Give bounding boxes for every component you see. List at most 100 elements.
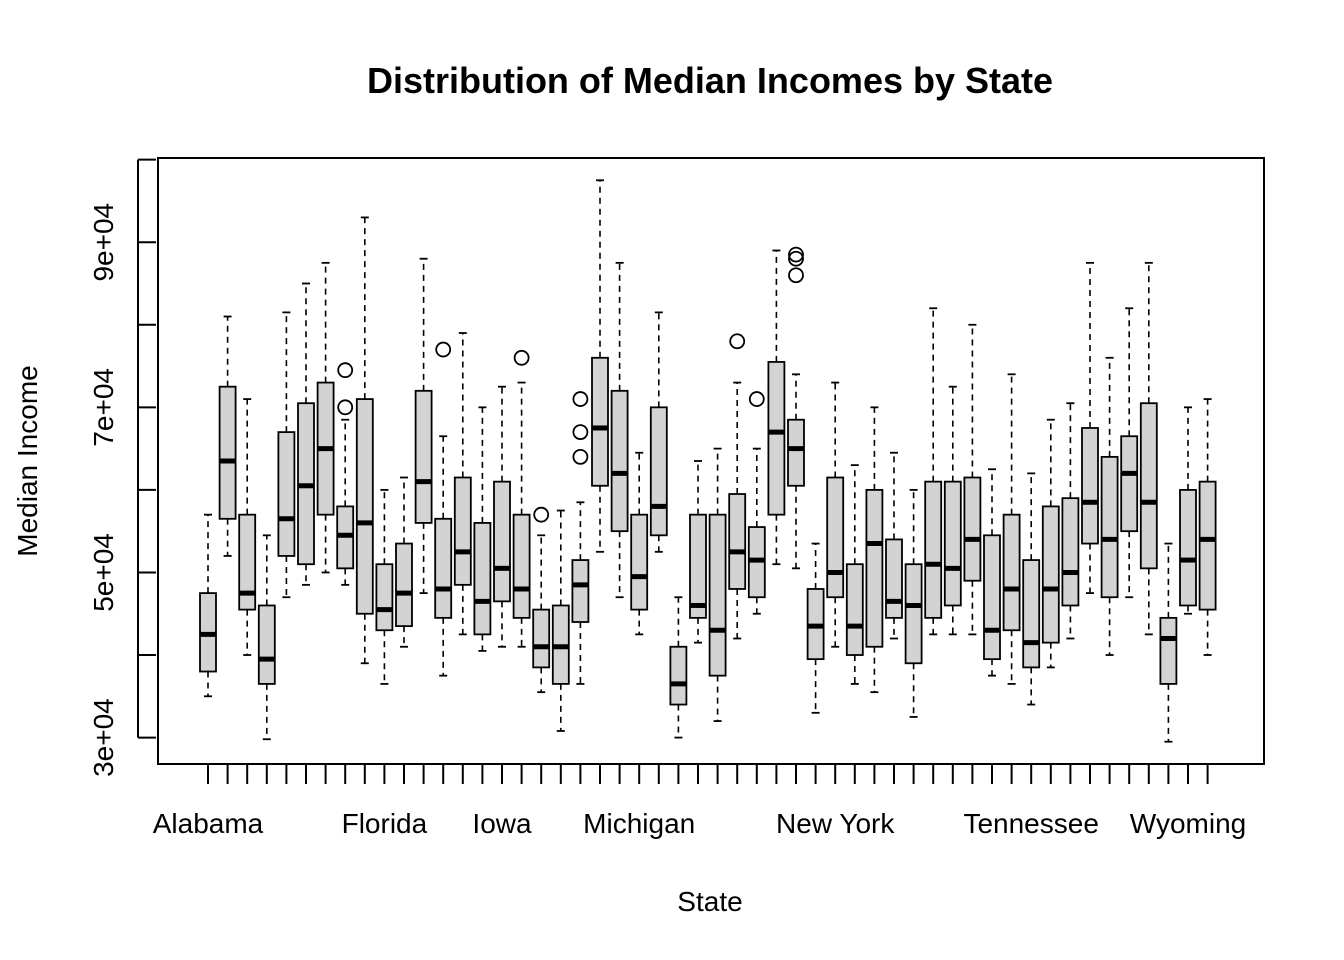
y-tick-label: 3e+04: [88, 698, 119, 777]
y-axis-title: Median Income: [12, 365, 43, 556]
box: [375, 488, 394, 685]
outlier-point: [572, 391, 589, 407]
box: [1100, 356, 1119, 656]
y-tick-label: 7e+04: [88, 368, 119, 447]
box-body: [1081, 427, 1099, 545]
box-body: [708, 513, 727, 677]
box: [591, 179, 609, 553]
box: [512, 349, 531, 648]
box-body: [218, 385, 237, 520]
outlier-point: [513, 349, 530, 366]
outlier-point: [572, 448, 589, 465]
box-body: [943, 480, 962, 607]
box: [316, 261, 335, 574]
box-body: [983, 534, 1001, 661]
box-body: [1100, 455, 1119, 599]
box-body: [395, 542, 413, 628]
box: [571, 391, 590, 685]
box-body: [257, 604, 276, 685]
outlier-point: [533, 506, 550, 523]
box-body: [591, 356, 609, 487]
box: [689, 460, 707, 644]
box-body: [630, 513, 649, 611]
y-tick-label: 5e+04: [88, 533, 119, 612]
box-body: [1022, 559, 1041, 669]
x-tick-label: Iowa: [472, 808, 532, 839]
x-tick-label: New York: [776, 808, 895, 839]
box-body: [669, 645, 688, 706]
box: [238, 398, 257, 656]
outlier-point: [788, 246, 804, 263]
box: [277, 311, 296, 599]
box: [708, 447, 727, 722]
box: [473, 406, 492, 652]
outlier-point: [572, 424, 589, 441]
box-body: [924, 480, 943, 619]
box: [414, 257, 433, 594]
box-body: [865, 488, 884, 648]
box-body: [473, 522, 492, 636]
box: [826, 381, 845, 648]
box-body: [277, 431, 296, 557]
box: [865, 406, 884, 694]
chart-title: Distribution of Median Incomes by State: [367, 60, 1053, 101]
box-body: [414, 389, 433, 524]
box: [395, 476, 413, 648]
box: [297, 282, 315, 586]
box: [1041, 418, 1060, 669]
box-body: [826, 476, 845, 599]
box: [1022, 472, 1041, 706]
box: [904, 488, 923, 718]
x-tick-label: Wyoming: [1130, 808, 1246, 839]
outlier-point: [337, 399, 354, 416]
box: [983, 468, 1001, 677]
box-body: [355, 398, 374, 615]
box-body: [512, 513, 531, 619]
box-body: [1002, 513, 1021, 632]
box-body: [767, 361, 786, 516]
box-body: [1061, 497, 1080, 607]
x-axis-title: State: [677, 886, 742, 917]
box-body: [453, 476, 472, 586]
box: [1179, 406, 1197, 615]
box-body: [1159, 616, 1178, 685]
box-body: [845, 563, 864, 656]
box-body: [728, 493, 747, 590]
box: [649, 311, 668, 553]
outlier-point: [748, 391, 765, 407]
outlier-point: [729, 333, 746, 350]
box-body: [963, 476, 982, 582]
box-body: [1120, 435, 1139, 533]
boxes-layer: [199, 179, 1217, 743]
x-tick-label: Florida: [342, 808, 428, 839]
outlier-point: [788, 267, 804, 284]
box-body: [238, 513, 257, 611]
box: [1081, 261, 1099, 594]
box: [1198, 398, 1217, 656]
box-body: [787, 418, 805, 487]
box-body: [885, 538, 903, 619]
box: [630, 451, 649, 636]
box: [610, 261, 629, 599]
box: [767, 249, 786, 566]
x-axis: Alabama Florida Iowa Michigan New York Tennes…: [153, 764, 1246, 839]
box-body: [493, 480, 511, 603]
box: [787, 246, 805, 570]
box: [551, 509, 570, 732]
box: [747, 391, 766, 615]
box: [885, 451, 903, 640]
plot-frame: [157, 157, 1265, 765]
outlier-point: [337, 362, 354, 379]
box: [336, 362, 355, 586]
box: [493, 385, 511, 648]
box: [218, 315, 237, 557]
box: [434, 341, 453, 677]
box-body: [1139, 402, 1158, 570]
box-body: [571, 559, 590, 623]
box: [199, 513, 217, 698]
box: [943, 385, 962, 636]
box: [1002, 373, 1021, 685]
outlier-point: [788, 250, 804, 267]
y-axis: 3e+04 5e+04 7e+04 9e+04: [88, 158, 156, 777]
box-body: [375, 563, 394, 632]
